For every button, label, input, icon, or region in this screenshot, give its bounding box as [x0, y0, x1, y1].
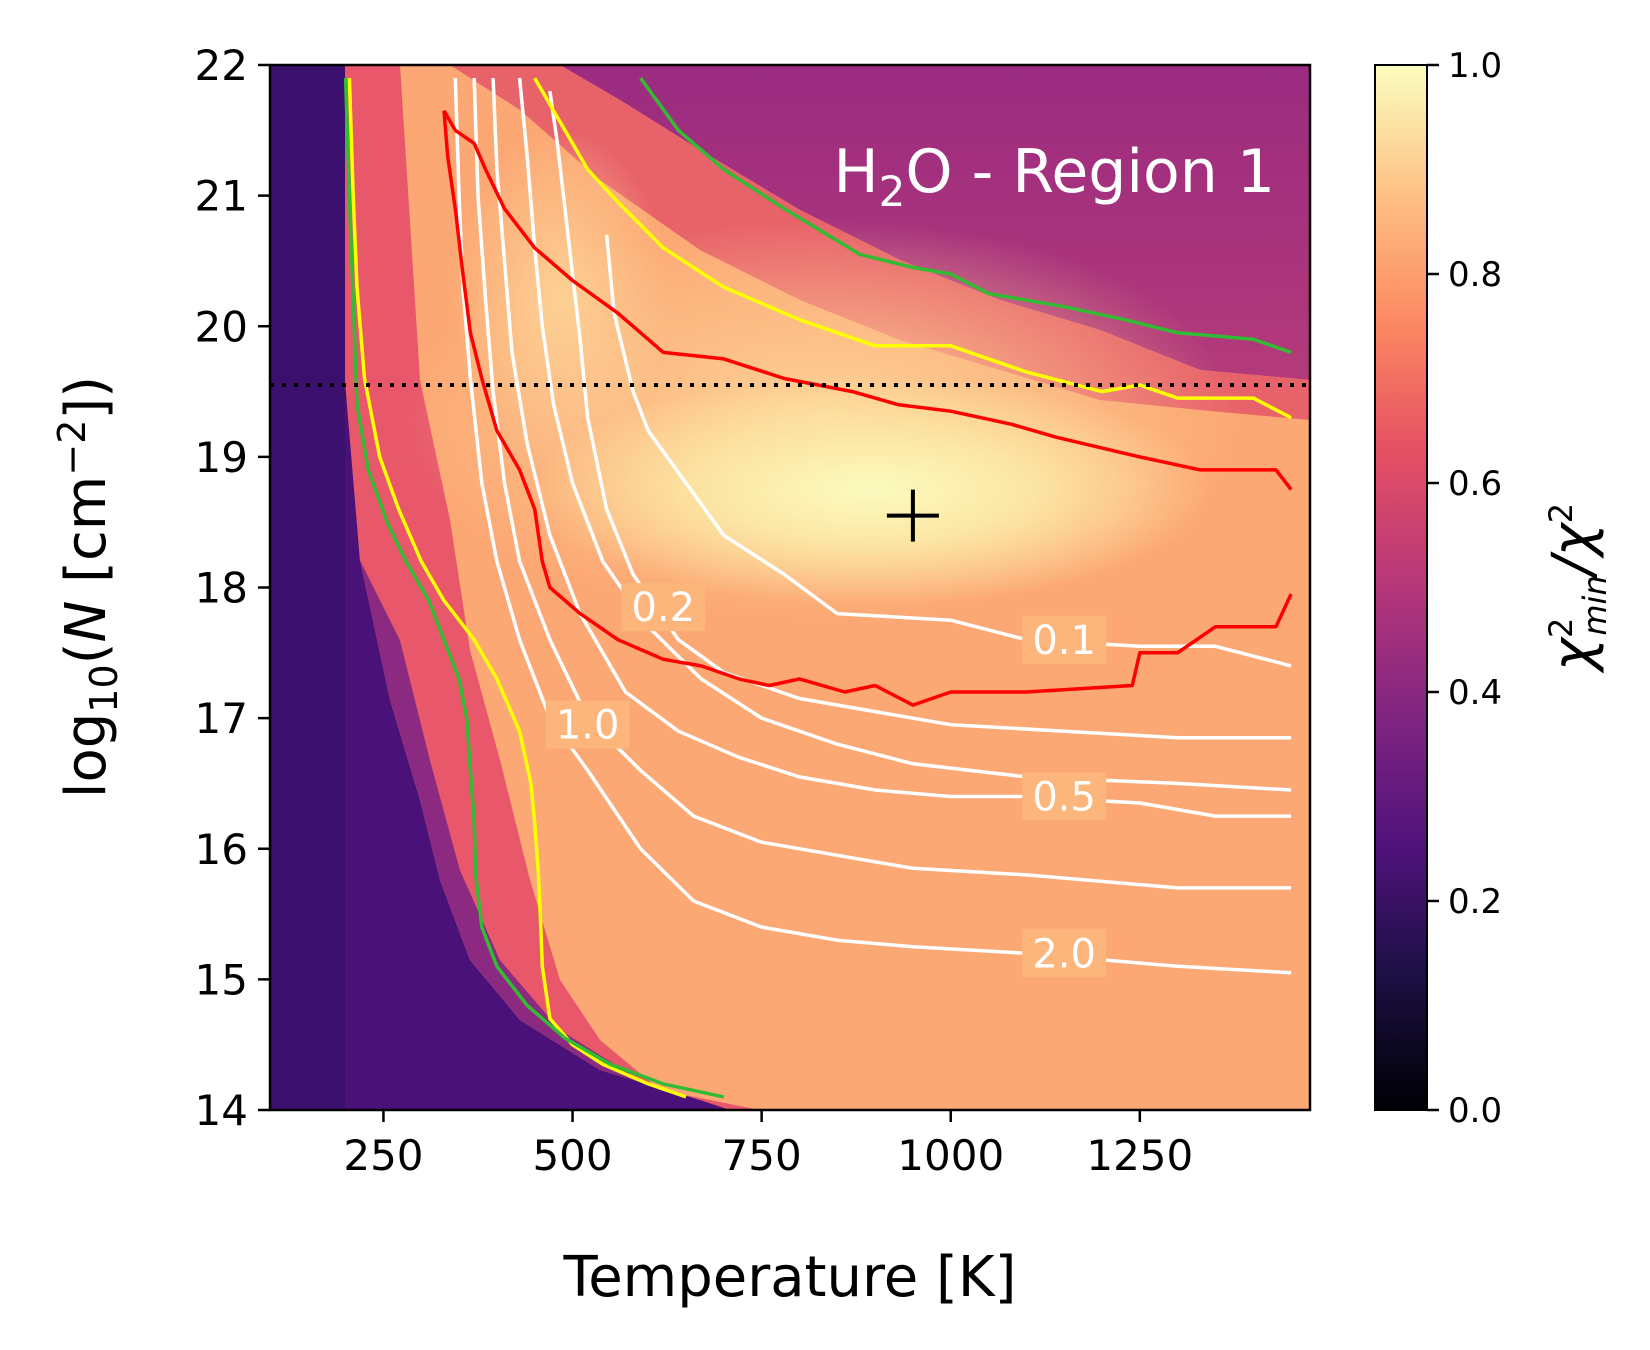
x-tick-label: 1000 [897, 1131, 1004, 1180]
colorbar-tick-label: 0.4 [1448, 673, 1502, 713]
colorbar-ticks: 0.0 0.2 0.4 0.6 0.8 1.0 [1427, 46, 1502, 1131]
heatmap-red-band [345, 65, 760, 1110]
contour-red-upper [442, 109, 1293, 491]
contour-green-upper [639, 77, 1292, 355]
y-tick-label: 19 [195, 433, 248, 482]
y-tick-label: 21 [195, 172, 248, 221]
x-axis-ticks: 250 500 750 1000 1250 [343, 1110, 1193, 1180]
y-tick-label: 14 [195, 1086, 248, 1135]
colorbar: 0.0 0.2 0.4 0.6 0.8 1.0 χ2min/χ2 [1374, 46, 1614, 1131]
heatmap-area [270, 65, 1310, 1110]
contour-red-lower [442, 110, 1293, 707]
contour-label: 0.1 [1032, 618, 1096, 664]
contour-label-bg [1022, 929, 1107, 978]
inset-title: H2O - Region 1 [833, 137, 1275, 216]
x-axis-label: Temperature [K] [563, 1245, 1017, 1310]
colorbar-tick-label: 1.0 [1448, 46, 1502, 86]
contour-label: 1.0 [556, 703, 620, 749]
x-tick-label: 1250 [1086, 1131, 1193, 1180]
contour-white-2.0 [453, 78, 1292, 975]
y-axis-ticks: 14 15 16 17 18 19 20 21 22 [195, 41, 270, 1135]
contour-green-lower [343, 78, 725, 1099]
colorbar-tick-label: 0.8 [1448, 255, 1502, 295]
x-tick-label: 500 [532, 1131, 612, 1180]
y-axis-label: log10(N [cm−2]) [50, 376, 126, 798]
y-tick-label: 22 [195, 41, 248, 90]
contour-label: 2.0 [1032, 931, 1096, 977]
heatmap-lower-wedge-edge [360, 560, 730, 1110]
colorbar-tick-label: 0.2 [1448, 882, 1502, 922]
contour-label-bg [545, 700, 630, 749]
colorbar-tick-label: 0.6 [1448, 464, 1502, 504]
contour-yellow-upper [533, 77, 1292, 420]
heatmap-upper-glow [450, 130, 670, 470]
contour-label-layer: 0.1 0.2 0.5 1.0 2.0 [545, 583, 1107, 978]
contour-label-bg [621, 583, 706, 632]
contour-label-bg [1022, 615, 1107, 664]
y-tick-label: 15 [195, 955, 248, 1004]
contour-label: 0.2 [631, 585, 695, 631]
contour-white-0.1 [604, 234, 1292, 668]
contour-label: 0.5 [1032, 775, 1096, 821]
y-tick-label: 20 [195, 302, 248, 351]
best-fit-marker [886, 489, 939, 542]
y-tick-label: 18 [195, 564, 248, 613]
y-tick-label: 16 [195, 825, 248, 874]
heatmap-lower-wedge [345, 380, 760, 1110]
colorbar-tick-label: 0.0 [1448, 1091, 1502, 1131]
x-tick-label: 750 [722, 1131, 802, 1180]
colorbar-label: χ2min/χ2 [1541, 503, 1614, 674]
x-tick-label: 250 [343, 1131, 423, 1180]
heatmap-left-strip [270, 65, 345, 1110]
colorbar-gradient [1374, 64, 1428, 1111]
y-tick-label: 17 [195, 694, 248, 743]
contour-label-bg [1022, 772, 1107, 821]
